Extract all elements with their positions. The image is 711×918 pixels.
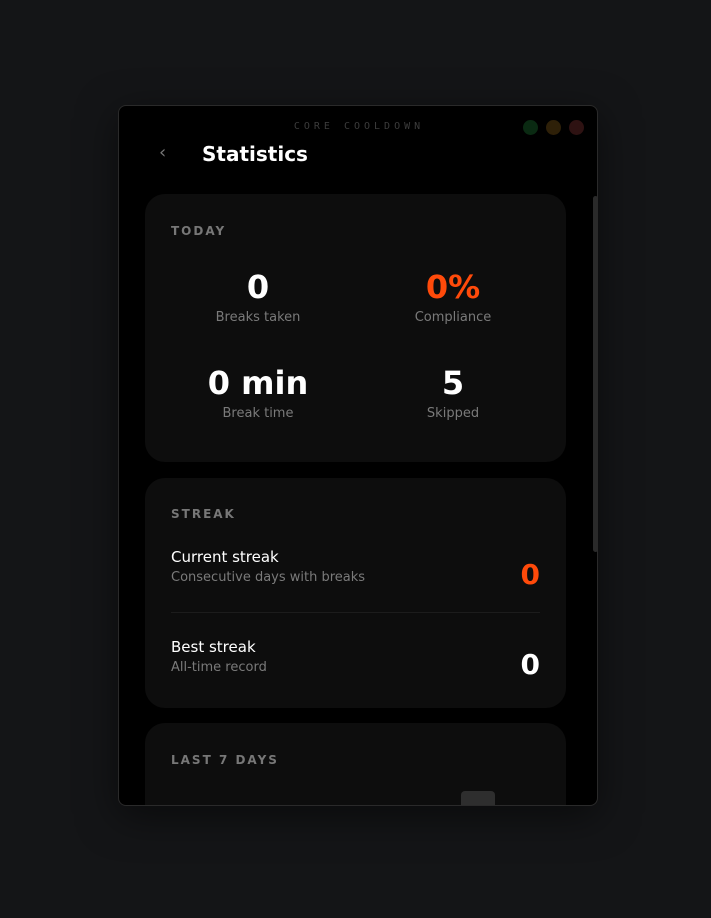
stat-break-time: 0 min Break time xyxy=(158,364,358,421)
stat-value: 0 min xyxy=(207,364,309,402)
last-7-days-heading: LAST 7 DAYS xyxy=(171,753,279,767)
page-title: Statistics xyxy=(202,142,308,166)
stat-breaks-taken: 0 Breaks taken xyxy=(158,268,358,325)
stat-value: 0% xyxy=(425,268,481,306)
divider xyxy=(171,612,540,613)
stat-label: Break time xyxy=(222,406,294,421)
streak-heading: STREAK xyxy=(171,507,236,521)
day-bar xyxy=(461,791,495,805)
row-value: 0 xyxy=(520,648,540,681)
row-name: Current streak xyxy=(171,548,279,566)
today-card: TODAY 0 Breaks taken 0% Compliance 0 min… xyxy=(145,194,566,462)
row-desc: All-time record xyxy=(171,660,267,675)
stat-label: Compliance xyxy=(414,310,492,325)
app-name: CORE COOLDOWN xyxy=(293,121,425,132)
stat-compliance: 0% Compliance xyxy=(353,268,553,325)
close-button[interactable] xyxy=(569,120,584,135)
app-window: CORE COOLDOWN ‹ Statistics TODAY 0 Break… xyxy=(118,105,598,806)
stat-value: 5 xyxy=(441,364,465,402)
last-7-days-card: LAST 7 DAYS xyxy=(145,723,566,805)
stat-skipped: 5 Skipped xyxy=(353,364,553,421)
today-heading: TODAY xyxy=(171,224,227,238)
scrollbar[interactable] xyxy=(593,196,597,552)
minimize-button[interactable] xyxy=(523,120,538,135)
current-streak-row: Current streak Consecutive days with bre… xyxy=(171,548,540,591)
row-name: Best streak xyxy=(171,638,256,656)
row-value: 0 xyxy=(520,558,540,591)
best-streak-row: Best streak All-time record 0 xyxy=(171,638,540,681)
row-desc: Consecutive days with breaks xyxy=(171,570,366,585)
maximize-button[interactable] xyxy=(546,120,561,135)
stat-label: Skipped xyxy=(426,406,480,421)
stat-value: 0 xyxy=(246,268,270,306)
chevron-left-icon[interactable]: ‹ xyxy=(159,142,167,163)
streak-card: STREAK Current streak Consecutive days w… xyxy=(145,478,566,708)
stat-label: Breaks taken xyxy=(215,310,301,325)
